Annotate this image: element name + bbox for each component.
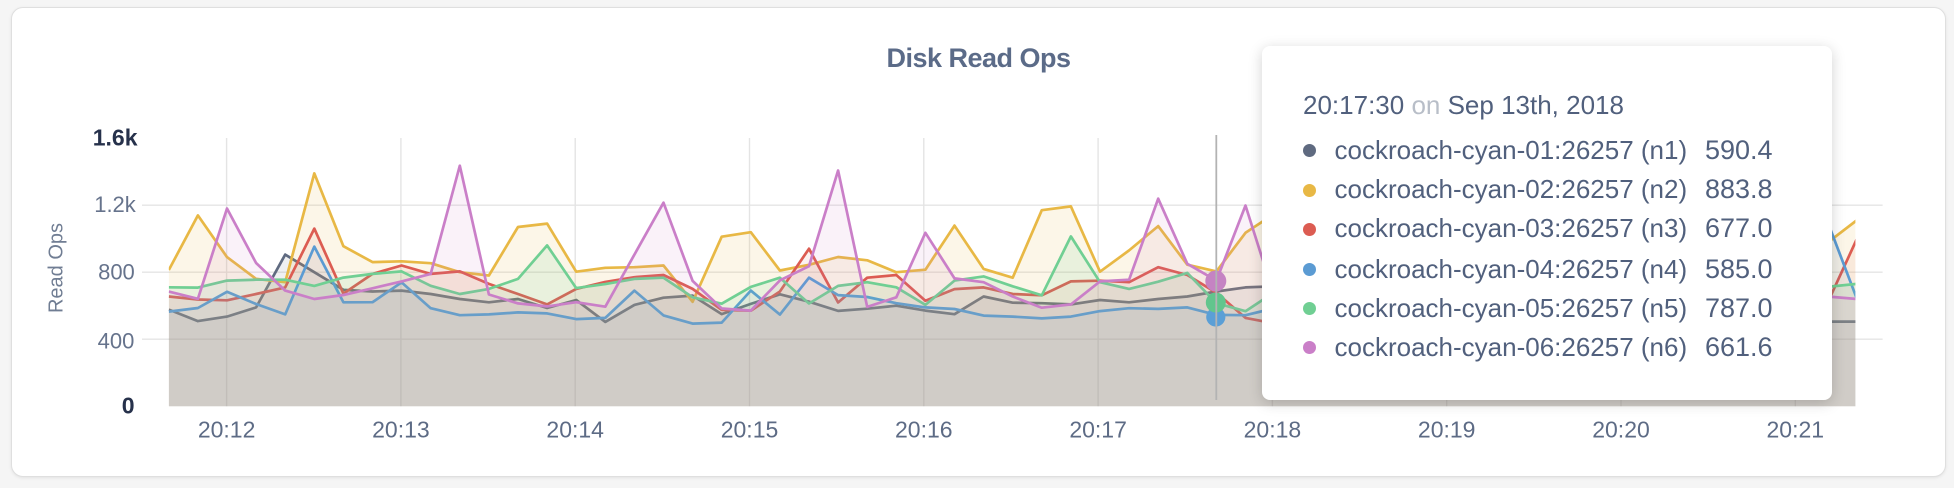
svg-text:400: 400	[98, 328, 135, 353]
svg-text:20:15: 20:15	[721, 417, 779, 443]
svg-text:20:18: 20:18	[1244, 417, 1302, 443]
svg-text:20:17: 20:17	[1069, 417, 1127, 443]
svg-text:20:21: 20:21	[1767, 417, 1825, 443]
svg-text:20:13: 20:13	[372, 417, 430, 443]
svg-text:20:20: 20:20	[1592, 417, 1650, 443]
svg-text:Read Ops: Read Ops	[46, 223, 68, 313]
svg-text:800: 800	[98, 259, 135, 284]
svg-text:1.6k: 1.6k	[93, 125, 138, 151]
svg-text:Disk Read Ops: Disk Read Ops	[886, 43, 1070, 73]
svg-text:0: 0	[122, 393, 135, 419]
svg-text:1.2k: 1.2k	[94, 192, 137, 217]
svg-text:20:14: 20:14	[546, 417, 604, 443]
svg-text:20:16: 20:16	[895, 417, 953, 443]
svg-text:20:19: 20:19	[1418, 417, 1476, 443]
svg-text:20:12: 20:12	[198, 417, 256, 443]
